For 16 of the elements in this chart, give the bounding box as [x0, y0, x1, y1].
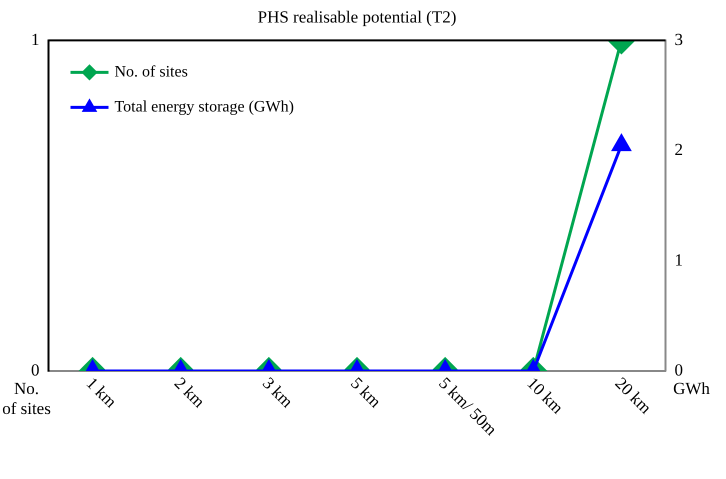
chart-title: PHS realisable potential (T2)	[258, 8, 456, 27]
x-tick-label: 20 km	[611, 374, 656, 418]
y2-tick-label: 3	[674, 30, 683, 49]
y2-axis-title: GWh	[673, 378, 710, 398]
x-tick-label: 3 km	[258, 374, 297, 412]
y2-tick-label: 0	[674, 360, 683, 380]
legend-label: No. of sites	[114, 64, 188, 81]
legend-label: Total energy storage (GWh)	[114, 98, 294, 116]
x-tick-label: 1 km	[82, 374, 120, 412]
x-tick-label: 10 km	[523, 374, 568, 418]
x-tick-label: 5 km	[347, 374, 385, 412]
x-tick-label: 5 km/ 50m	[435, 374, 501, 440]
y2-tick-label: 1	[674, 250, 683, 270]
y2-tick-label: 2	[674, 140, 683, 160]
y-axis-title: No. of sites	[2, 378, 51, 418]
x-tick-label: 2 km	[170, 374, 209, 412]
